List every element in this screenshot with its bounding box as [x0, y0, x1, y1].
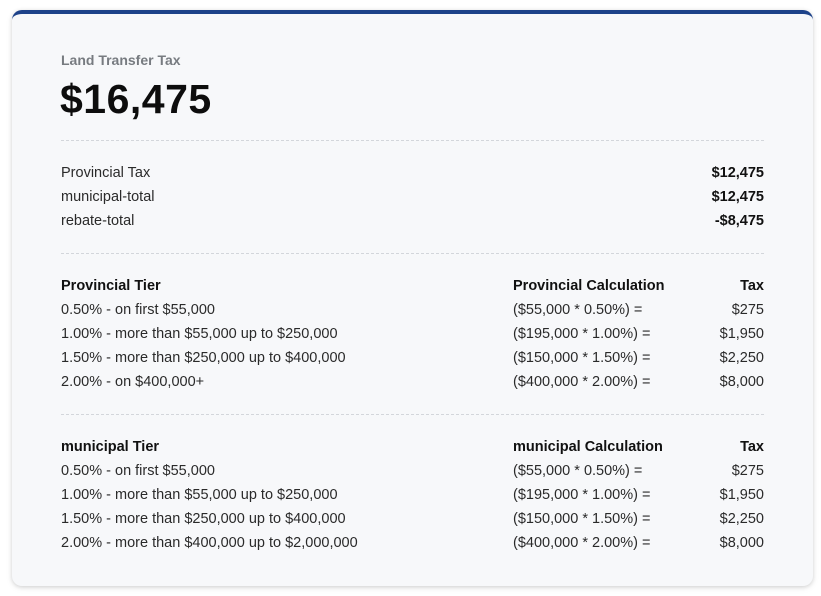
- provincial-tier-row: 2.00% - on $400,000+ ($400,000 * 2.00%) …: [61, 370, 764, 394]
- summary-value: $12,475: [711, 165, 764, 181]
- column-header-tax: Tax: [740, 278, 764, 294]
- tier-tax: $8,000: [719, 374, 764, 390]
- tier-calculation: ($150,000 * 1.50%) =: [513, 511, 651, 527]
- column-header-tax: Tax: [740, 439, 764, 455]
- tier-calculation: ($195,000 * 1.00%) =: [513, 326, 651, 342]
- tier-tax: $2,250: [719, 511, 764, 527]
- tier-tax: $1,950: [719, 326, 764, 342]
- divider: [61, 253, 764, 254]
- card-title: Land Transfer Tax: [61, 52, 181, 68]
- tier-calculation: ($55,000 * 0.50%) =: [513, 302, 643, 318]
- summary-row-rebate: rebate-total -$8,475: [61, 209, 764, 233]
- total-tax-amount: $16,475: [60, 76, 212, 122]
- tier-calculation: ($150,000 * 1.50%) =: [513, 350, 651, 366]
- provincial-tier-row: 1.50% - more than $250,000 up to $400,00…: [61, 346, 764, 370]
- tier-description: 2.00% - more than $400,000 up to $2,000,…: [61, 535, 358, 551]
- municipal-tier-row: 1.50% - more than $250,000 up to $400,00…: [61, 507, 764, 531]
- tier-description: 2.00% - on $400,000+: [61, 374, 205, 390]
- tier-tax: $8,000: [719, 535, 764, 551]
- tier-description: 1.50% - more than $250,000 up to $400,00…: [61, 511, 346, 527]
- provincial-tier-row: 1.00% - more than $55,000 up to $250,000…: [61, 322, 764, 346]
- summary-label: rebate-total: [61, 213, 135, 229]
- summary-label: municipal-total: [61, 189, 155, 205]
- tier-description: 1.00% - more than $55,000 up to $250,000: [61, 487, 338, 503]
- tier-tax: $2,250: [719, 350, 764, 366]
- column-header-calculation: Provincial Calculation: [513, 278, 665, 294]
- tier-tax: $275: [731, 463, 764, 479]
- summary-row-municipal: municipal-total $12,475: [61, 185, 764, 209]
- tier-description: 0.50% - on first $55,000: [61, 463, 215, 479]
- tier-calculation: ($55,000 * 0.50%) =: [513, 463, 643, 479]
- tier-tax: $275: [731, 302, 764, 318]
- tier-description: 1.50% - more than $250,000 up to $400,00…: [61, 350, 346, 366]
- municipal-tier-row: 0.50% - on first $55,000 ($55,000 * 0.50…: [61, 459, 764, 483]
- tier-calculation: ($195,000 * 1.00%) =: [513, 487, 651, 503]
- tier-tax: $1,950: [719, 487, 764, 503]
- summary-label: Provincial Tax: [61, 165, 151, 181]
- divider: [61, 414, 764, 415]
- tier-description: 1.00% - more than $55,000 up to $250,000: [61, 326, 338, 342]
- provincial-table-header: Provincial Tier Provincial Calculation T…: [61, 274, 764, 298]
- divider: [61, 140, 764, 141]
- tier-calculation: ($400,000 * 2.00%) =: [513, 374, 651, 390]
- column-header-tier: Provincial Tier: [61, 278, 161, 294]
- summary-value: $12,475: [711, 189, 764, 205]
- tier-calculation: ($400,000 * 2.00%) =: [513, 535, 651, 551]
- municipal-tier-row: 2.00% - more than $400,000 up to $2,000,…: [61, 531, 764, 555]
- summary-value: -$8,475: [714, 213, 764, 229]
- provincial-tier-row: 0.50% - on first $55,000 ($55,000 * 0.50…: [61, 298, 764, 322]
- tier-description: 0.50% - on first $55,000: [61, 302, 215, 318]
- column-header-tier: municipal Tier: [61, 439, 160, 455]
- municipal-table-header: municipal Tier municipal Calculation Tax: [61, 435, 764, 459]
- summary-row-provincial: Provincial Tax $12,475: [61, 161, 764, 185]
- land-transfer-tax-card: Land Transfer Tax $16,475 Provincial Tax…: [12, 10, 813, 586]
- municipal-tier-row: 1.00% - more than $55,000 up to $250,000…: [61, 483, 764, 507]
- column-header-calculation: municipal Calculation: [513, 439, 663, 455]
